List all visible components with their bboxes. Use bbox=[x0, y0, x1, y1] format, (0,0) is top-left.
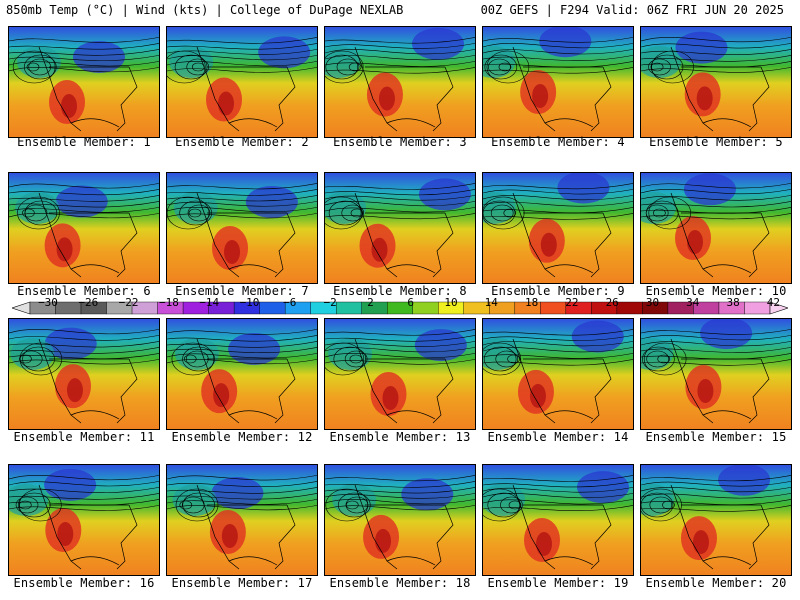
ensemble-member-map bbox=[166, 26, 318, 138]
temperature-wind-map bbox=[9, 173, 159, 283]
ensemble-member-label: Ensemble Member: 19 bbox=[487, 576, 629, 590]
colorbar-tick-label: 22 bbox=[565, 296, 579, 309]
colorbar-swatch bbox=[361, 301, 388, 315]
colorbar-tick-label: 38 bbox=[726, 296, 740, 309]
ensemble-member-label: Ensemble Member: 17 bbox=[171, 576, 313, 590]
ensemble-member-map bbox=[8, 26, 160, 138]
ensemble-member-label: Ensemble Member: 4 bbox=[491, 135, 625, 149]
ensemble-member-map bbox=[8, 464, 160, 576]
temperature-wind-map bbox=[325, 465, 475, 575]
temperature-wind-map bbox=[641, 465, 791, 575]
ensemble-member-map bbox=[482, 318, 634, 430]
temperature-wind-map bbox=[483, 27, 633, 137]
ensemble-member-map bbox=[166, 172, 318, 284]
ensemble-member-map bbox=[482, 172, 634, 284]
colorbar-tick-label: −2 bbox=[323, 296, 337, 309]
temperature-wind-map bbox=[9, 27, 159, 137]
colorbar-tick-label: −30 bbox=[38, 296, 58, 309]
ensemble-member-map bbox=[640, 464, 792, 576]
temperature-wind-map bbox=[325, 27, 475, 137]
ensemble-member-label: Ensemble Member: 5 bbox=[649, 135, 783, 149]
temperature-wind-map bbox=[167, 319, 317, 429]
temperature-wind-map bbox=[483, 319, 633, 429]
temperature-wind-map bbox=[167, 173, 317, 283]
temperature-wind-map bbox=[483, 173, 633, 283]
colorbar-swatch bbox=[55, 301, 82, 315]
ensemble-member-label: Ensemble Member: 9 bbox=[491, 284, 625, 298]
temperature-wind-map bbox=[641, 173, 791, 283]
ensemble-member-label: Ensemble Member: 15 bbox=[645, 430, 787, 444]
temperature-wind-map bbox=[641, 319, 791, 429]
temperature-wind-map bbox=[325, 173, 475, 283]
ensemble-member-label: Ensemble Member: 2 bbox=[175, 135, 309, 149]
temperature-wind-map bbox=[325, 319, 475, 429]
ensemble-member-label: Ensemble Member: 6 bbox=[17, 284, 151, 298]
colorbar-tick-label: 26 bbox=[605, 296, 619, 309]
colorbar-tick-label: −10 bbox=[239, 296, 260, 309]
colorbar-tick-label: −18 bbox=[158, 296, 179, 309]
temperature-wind-map bbox=[167, 465, 317, 575]
ensemble-member-label: Ensemble Member: 3 bbox=[333, 135, 467, 149]
colorbar-tick-label: 18 bbox=[524, 296, 539, 309]
colorbar-swatch bbox=[616, 301, 643, 315]
colorbar-tick-label: −14 bbox=[199, 296, 220, 309]
colorbar-tick-label: 10 bbox=[444, 296, 458, 309]
ensemble-member-label: Ensemble Member: 16 bbox=[13, 576, 155, 590]
colorbar-tick-label: −22 bbox=[118, 296, 139, 309]
colorbar-tick-label: 30 bbox=[645, 296, 660, 309]
ensemble-member-label: Ensemble Member: 14 bbox=[487, 430, 629, 444]
colorbar-tick-label: −26 bbox=[78, 296, 99, 309]
temperature-wind-map bbox=[641, 27, 791, 137]
temperature-wind-map bbox=[9, 465, 159, 575]
ensemble-member-label: Ensemble Member: 1 bbox=[17, 135, 151, 149]
temperature-wind-map bbox=[483, 465, 633, 575]
ensemble-member-map bbox=[166, 318, 318, 430]
ensemble-member-map bbox=[8, 318, 160, 430]
colorbar-tick-label: 6 bbox=[407, 296, 414, 309]
ensemble-member-label: Ensemble Member: 10 bbox=[645, 284, 787, 298]
ensemble-member-label: Ensemble Member: 13 bbox=[329, 430, 471, 444]
colorbar-tick-label: −6 bbox=[283, 296, 297, 309]
run-valid-time: 00Z GEFS | F294 Valid: 06Z FRI JUN 20 20… bbox=[480, 3, 784, 17]
ensemble-member-map bbox=[324, 464, 476, 576]
ensemble-member-map bbox=[482, 26, 634, 138]
colorbar-swatch bbox=[336, 301, 362, 315]
ensemble-member-map bbox=[324, 172, 476, 284]
temperature-wind-map bbox=[167, 27, 317, 137]
ensemble-member-label: Ensemble Member: 18 bbox=[329, 576, 471, 590]
ensemble-member-map bbox=[166, 464, 318, 576]
ensemble-member-map bbox=[324, 26, 476, 138]
colorbar-tick-label: 42 bbox=[766, 296, 781, 309]
map-title: 850mb Temp (°C) | Wind (kts) | College o… bbox=[6, 3, 404, 17]
ensemble-member-label: Ensemble Member: 7 bbox=[175, 284, 309, 298]
ensemble-member-label: Ensemble Member: 8 bbox=[333, 284, 467, 298]
temperature-wind-map bbox=[9, 319, 159, 429]
ensemble-member-map bbox=[640, 318, 792, 430]
colorbar-tick-label: 34 bbox=[686, 296, 700, 309]
colorbar-tick-label: 2 bbox=[367, 296, 374, 309]
colorbar-min-arrow bbox=[12, 301, 31, 315]
temperature-colorbar bbox=[12, 301, 788, 315]
colorbar-swatch bbox=[412, 301, 439, 315]
colorbar-max-arrow bbox=[769, 301, 788, 315]
ensemble-member-map bbox=[8, 172, 160, 284]
ensemble-member-label: Ensemble Member: 11 bbox=[13, 430, 155, 444]
colorbar-tick-label: 14 bbox=[484, 296, 498, 309]
ensemble-member-map bbox=[640, 172, 792, 284]
colorbar-swatch bbox=[540, 301, 567, 315]
ensemble-member-label: Ensemble Member: 12 bbox=[171, 430, 313, 444]
ensemble-member-label: Ensemble Member: 20 bbox=[645, 576, 787, 590]
colorbar-swatch bbox=[259, 301, 286, 315]
ensemble-member-map bbox=[482, 464, 634, 576]
ensemble-member-map bbox=[324, 318, 476, 430]
ensemble-member-map bbox=[640, 26, 792, 138]
